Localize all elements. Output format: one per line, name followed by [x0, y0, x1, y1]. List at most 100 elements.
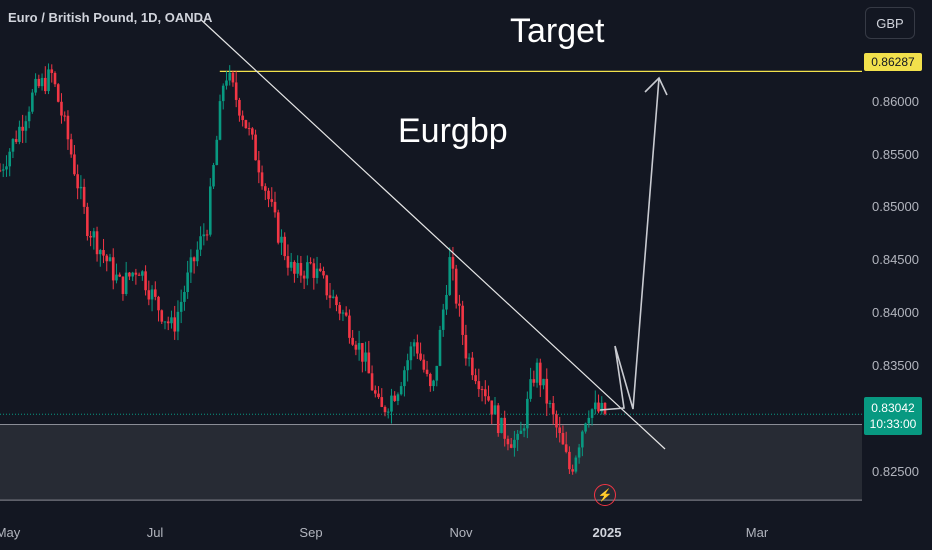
candle-body: [86, 206, 89, 236]
candle-body: [43, 77, 47, 92]
candle-body: [21, 126, 24, 131]
candle-body: [380, 397, 384, 407]
candle-body: [493, 405, 497, 415]
candle-body: [577, 447, 581, 458]
candle-body: [503, 417, 507, 439]
candle-body: [564, 444, 568, 452]
candle-body: [555, 414, 558, 428]
projection-arrowhead: [644, 76, 668, 96]
candle-body: [551, 403, 555, 415]
candle-body: [115, 274, 118, 281]
candle-body: [225, 80, 228, 86]
candle-body: [467, 357, 471, 359]
candle-body: [238, 99, 241, 116]
candle-body: [522, 428, 526, 431]
candle-body: [558, 427, 562, 433]
candle-body: [89, 235, 92, 238]
candle-body: [506, 438, 510, 445]
candle-body: [318, 268, 322, 272]
candle-body: [276, 212, 280, 243]
candle-body: [111, 257, 115, 281]
candle-body: [273, 201, 277, 213]
candle-body: [603, 402, 607, 414]
candle-body: [128, 272, 131, 277]
candle-body: [221, 85, 225, 102]
candle-body: [477, 381, 481, 390]
candle-body: [102, 250, 105, 256]
lightning-icon[interactable]: ⚡: [594, 484, 616, 506]
candle-body: [364, 352, 367, 362]
candle-body: [196, 249, 199, 262]
candle-body: [351, 337, 354, 345]
candles-group: [0, 63, 607, 475]
candle-body: [435, 365, 439, 381]
candle-body: [131, 272, 134, 277]
bar-countdown: 10:33:00: [869, 417, 917, 431]
candle-body: [212, 165, 215, 187]
x-tick-label: Jul: [146, 525, 164, 540]
candle-body: [231, 72, 235, 83]
candle-body: [312, 263, 316, 278]
candle-body: [69, 139, 73, 155]
candle-body: [386, 411, 390, 413]
candle-body: [322, 271, 325, 276]
candle-body: [215, 139, 219, 166]
candle-body: [561, 432, 565, 445]
candle-body: [24, 121, 28, 131]
x-tick-label: Sep: [299, 525, 323, 540]
y-tick-label: 0.84500: [872, 252, 919, 268]
candle-body: [37, 78, 41, 87]
candle-body: [53, 72, 57, 85]
y-tick-label: 0.85500: [872, 146, 919, 162]
candle-body: [574, 457, 578, 472]
candle-body: [458, 303, 461, 306]
candle-body: [416, 342, 419, 354]
candle-body: [98, 250, 102, 255]
candle-body: [79, 186, 83, 189]
candle-body: [480, 389, 484, 391]
candle-body: [361, 343, 364, 362]
candle-body: [150, 289, 154, 300]
candle-body: [92, 231, 96, 238]
candle-body: [76, 174, 79, 189]
candle-body: [121, 276, 125, 294]
candle-body: [461, 305, 464, 335]
candle-body: [27, 111, 31, 122]
y-tick-label: 0.83500: [872, 357, 919, 373]
trendline: [200, 19, 666, 450]
candle-body: [338, 305, 342, 314]
candle-body: [454, 268, 458, 304]
candle-body: [228, 72, 232, 81]
currency-button[interactable]: GBP: [865, 7, 915, 39]
candle-body: [600, 402, 604, 412]
candle-body: [509, 444, 513, 448]
candle-body: [163, 321, 167, 323]
candle-body: [141, 271, 144, 276]
candle-body: [173, 317, 177, 332]
candle-body: [18, 126, 21, 142]
support-zone: [0, 424, 862, 501]
candle-body: [357, 343, 361, 350]
candle-body: [63, 115, 67, 117]
candle-body: [186, 272, 189, 293]
candle-body: [60, 101, 63, 116]
candle-body: [367, 352, 371, 374]
candle-body: [448, 257, 452, 295]
candle-body: [545, 378, 549, 404]
candle-body: [157, 296, 160, 311]
candle-body: [241, 115, 244, 121]
candle-body: [590, 409, 594, 418]
candle-body: [532, 379, 536, 383]
candle-body: [260, 172, 264, 187]
candle-body: [247, 128, 251, 130]
candle-body: [568, 451, 571, 470]
candle-body: [218, 101, 222, 140]
candle-body: [257, 160, 261, 173]
candle-body: [137, 274, 141, 276]
candle-body: [471, 357, 474, 376]
candle-body: [487, 396, 490, 401]
x-tick-label: Nov: [449, 525, 473, 540]
symbol-title: Euro / British Pound, 1D, OANDA: [8, 10, 213, 25]
candle-body: [438, 329, 442, 366]
